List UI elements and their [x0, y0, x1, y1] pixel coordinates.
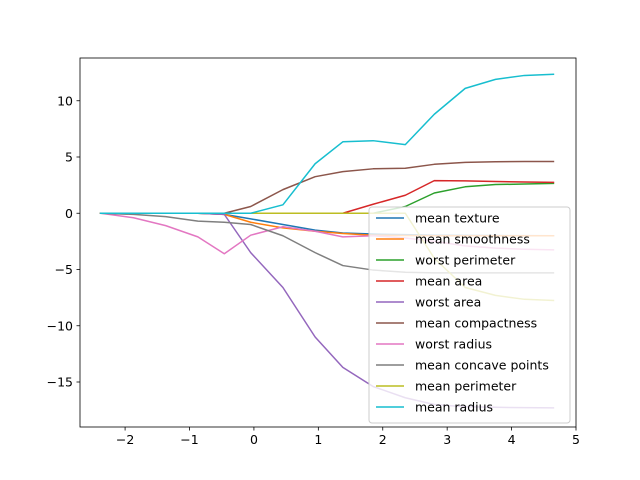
x-tick-label: 1 [314, 432, 322, 447]
y-tick-label: −5 [55, 262, 73, 277]
legend-label-8: mean perimeter [415, 379, 517, 394]
x-tick-label: −1 [180, 432, 198, 447]
x-tick-label: 3 [443, 432, 451, 447]
series-line-5 [99, 160, 555, 214]
legend-label-3: mean area [415, 274, 482, 289]
y-tick-label: −10 [47, 318, 73, 333]
y-tick-label: 10 [57, 93, 73, 108]
legend-label-5: mean compactness [415, 316, 537, 331]
legend-label-9: mean radius [415, 400, 493, 415]
x-tick-label: 5 [572, 432, 580, 447]
legend-label-1: mean smoothness [415, 232, 530, 247]
legend-label-6: worst radius [415, 337, 492, 352]
x-tick-label: 2 [379, 432, 387, 447]
series-layer [99, 73, 555, 409]
x-tick-label: 4 [508, 432, 516, 447]
series-line-9 [99, 73, 555, 214]
legend-label-4: worst area [415, 295, 481, 310]
y-tick-label: 5 [65, 150, 73, 165]
legend-label-7: mean concave points [415, 358, 549, 373]
y-tick-label: 0 [65, 206, 73, 221]
legend-label-2: worst perimeter [415, 253, 516, 268]
x-tick-label: −2 [116, 432, 134, 447]
legend: mean texture mean smoothness worst perimet… [368, 206, 571, 424]
legend-box [368, 206, 571, 424]
x-tick-label: 0 [250, 432, 258, 447]
y-tick-label: −15 [47, 375, 73, 390]
plot-frame [79, 57, 577, 428]
legend-label-0: mean texture [415, 211, 500, 226]
